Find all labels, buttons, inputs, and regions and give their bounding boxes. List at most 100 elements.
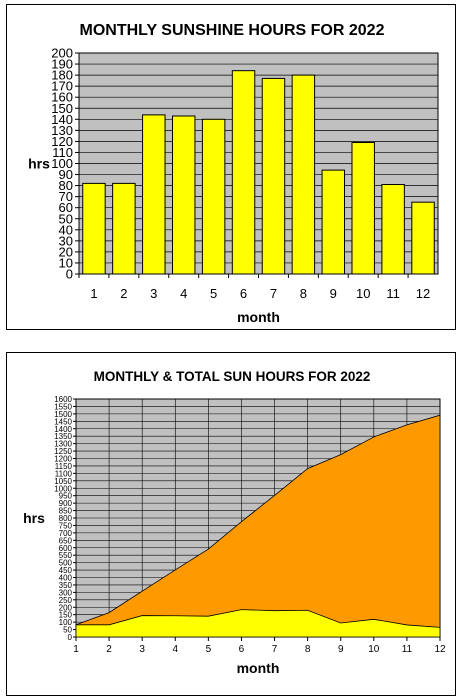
bar — [381, 183, 405, 275]
y-tick-label: 40 — [59, 222, 73, 237]
y-tick-label: 900 — [59, 499, 73, 508]
x-tick-label: 8 — [305, 644, 311, 655]
x-axis-label: month — [237, 309, 280, 325]
y-tick-label: 1200 — [54, 455, 72, 464]
x-tick-label: 11 — [386, 286, 400, 301]
y-tick-label: 1350 — [54, 432, 72, 441]
bar — [261, 77, 286, 275]
y-tick-label: 1550 — [54, 402, 72, 411]
y-axis-label: hrs — [28, 156, 50, 172]
y-tick-label: 800 — [59, 514, 73, 523]
y-tick-label: 550 — [59, 551, 73, 560]
y-tick-label: 150 — [59, 611, 73, 620]
bar — [231, 70, 256, 275]
bar — [291, 74, 316, 275]
area-chart-svg: MONTHLY & TOTAL SUN HOURS FOR 2022050100… — [23, 369, 446, 676]
x-tick-label: 6 — [240, 286, 247, 301]
y-tick-label: 100 — [59, 618, 73, 627]
y-tick-label: 0 — [68, 633, 73, 642]
y-tick-label: 250 — [59, 596, 73, 605]
y-axis-label: hrs — [23, 510, 45, 526]
y-tick-label: 10 — [59, 255, 73, 270]
x-tick-label: 12 — [416, 286, 430, 301]
y-tick-label: 130 — [51, 123, 73, 138]
y-tick-label: 50 — [63, 626, 72, 635]
bar — [142, 114, 166, 275]
y-tick-label: 0 — [66, 267, 73, 282]
area-series-2 — [75, 609, 441, 638]
bar — [411, 201, 435, 275]
y-tick-label: 60 — [59, 200, 73, 215]
y-tick-label: 1600 — [54, 395, 72, 404]
y-tick-label: 650 — [59, 536, 73, 545]
y-tick-label: 70 — [59, 189, 73, 204]
y-tick-label: 1400 — [54, 425, 72, 434]
y-tick-label: 50 — [59, 211, 73, 226]
y-tick-label: 300 — [59, 588, 73, 597]
x-axis-label: month — [237, 660, 280, 676]
chart-title: MONTHLY & TOTAL SUN HOURS FOR 2022 — [94, 369, 371, 384]
x-tick-label: 7 — [272, 644, 278, 655]
y-tick-label: 700 — [59, 529, 73, 538]
y-tick-label: 80 — [59, 178, 73, 193]
x-tick-label: 7 — [270, 286, 277, 301]
x-tick-label: 5 — [210, 286, 217, 301]
bar — [201, 118, 226, 275]
y-tick-label: 30 — [59, 233, 73, 248]
bar — [112, 182, 136, 275]
bar — [171, 115, 196, 275]
y-tick-label: 170 — [51, 79, 73, 94]
y-tick-label: 20 — [59, 244, 73, 259]
x-tick-label: 4 — [180, 286, 187, 301]
y-tick-label: 850 — [59, 507, 73, 516]
y-tick-label: 120 — [51, 134, 73, 149]
y-tick-label: 1050 — [54, 477, 72, 486]
y-tick-label: 1500 — [54, 410, 72, 419]
x-tick-label: 4 — [172, 644, 178, 655]
x-tick-label: 10 — [368, 644, 380, 655]
x-tick-label: 3 — [150, 286, 157, 301]
y-tick-label: 150 — [51, 101, 73, 116]
y-tick-label: 160 — [51, 90, 73, 105]
x-tick-label: 8 — [300, 286, 307, 301]
y-tick-label: 1250 — [54, 447, 72, 456]
y-tick-label: 1100 — [55, 469, 73, 478]
y-tick-label: 190 — [51, 57, 73, 72]
monthly-sunshine-bar-chart: MONTHLY SUNSHINE HOURS FOR 2022 0 10 20 30 40… — [6, 4, 456, 330]
monthly-total-area-chart: MONTHLY & TOTAL SUN HOURS FOR 2022 0 50 100… — [6, 352, 456, 696]
x-tick-label: 2 — [106, 644, 112, 655]
y-tick-label: 450 — [59, 566, 73, 575]
bar — [321, 169, 346, 275]
y-tick-label: 1450 — [54, 417, 72, 426]
x-tick-label: 9 — [338, 644, 344, 655]
bar-chart-svg: MONTHLY SUNSHINE HOURS FOR 2022010203040… — [28, 22, 439, 325]
bar — [351, 142, 375, 275]
bar — [82, 182, 106, 275]
y-tick-label: 180 — [51, 68, 73, 83]
x-tick-label: 12 — [434, 644, 446, 655]
x-tick-label: 10 — [356, 286, 370, 301]
y-tick-label: 1150 — [55, 462, 73, 471]
y-tick-label: 140 — [51, 112, 73, 127]
y-tick-label: 90 — [59, 167, 73, 182]
y-tick-label: 1000 — [54, 484, 72, 493]
y-tick-label: 200 — [59, 603, 73, 612]
y-tick-label: 200 — [51, 46, 73, 61]
y-tick-label: 1300 — [54, 440, 72, 449]
y-tick-label: 110 — [52, 145, 73, 160]
x-tick-label: 11 — [402, 644, 413, 655]
y-tick-label: 400 — [59, 574, 73, 583]
y-tick-label: 750 — [59, 521, 73, 530]
y-tick-label: 950 — [59, 492, 73, 501]
chart-title: MONTHLY SUNSHINE HOURS FOR 2022 — [80, 22, 385, 39]
y-tick-label: 500 — [59, 559, 73, 568]
x-tick-label: 1 — [73, 644, 79, 655]
x-tick-label: 6 — [239, 644, 245, 655]
area-series-1 — [75, 414, 441, 638]
x-tick-label: 2 — [120, 286, 127, 301]
x-tick-label: 3 — [139, 644, 145, 655]
y-tick-label: 350 — [59, 581, 73, 590]
x-tick-label: 9 — [330, 286, 337, 301]
y-tick-label: 100 — [51, 156, 73, 171]
y-tick-label: 600 — [59, 544, 73, 553]
